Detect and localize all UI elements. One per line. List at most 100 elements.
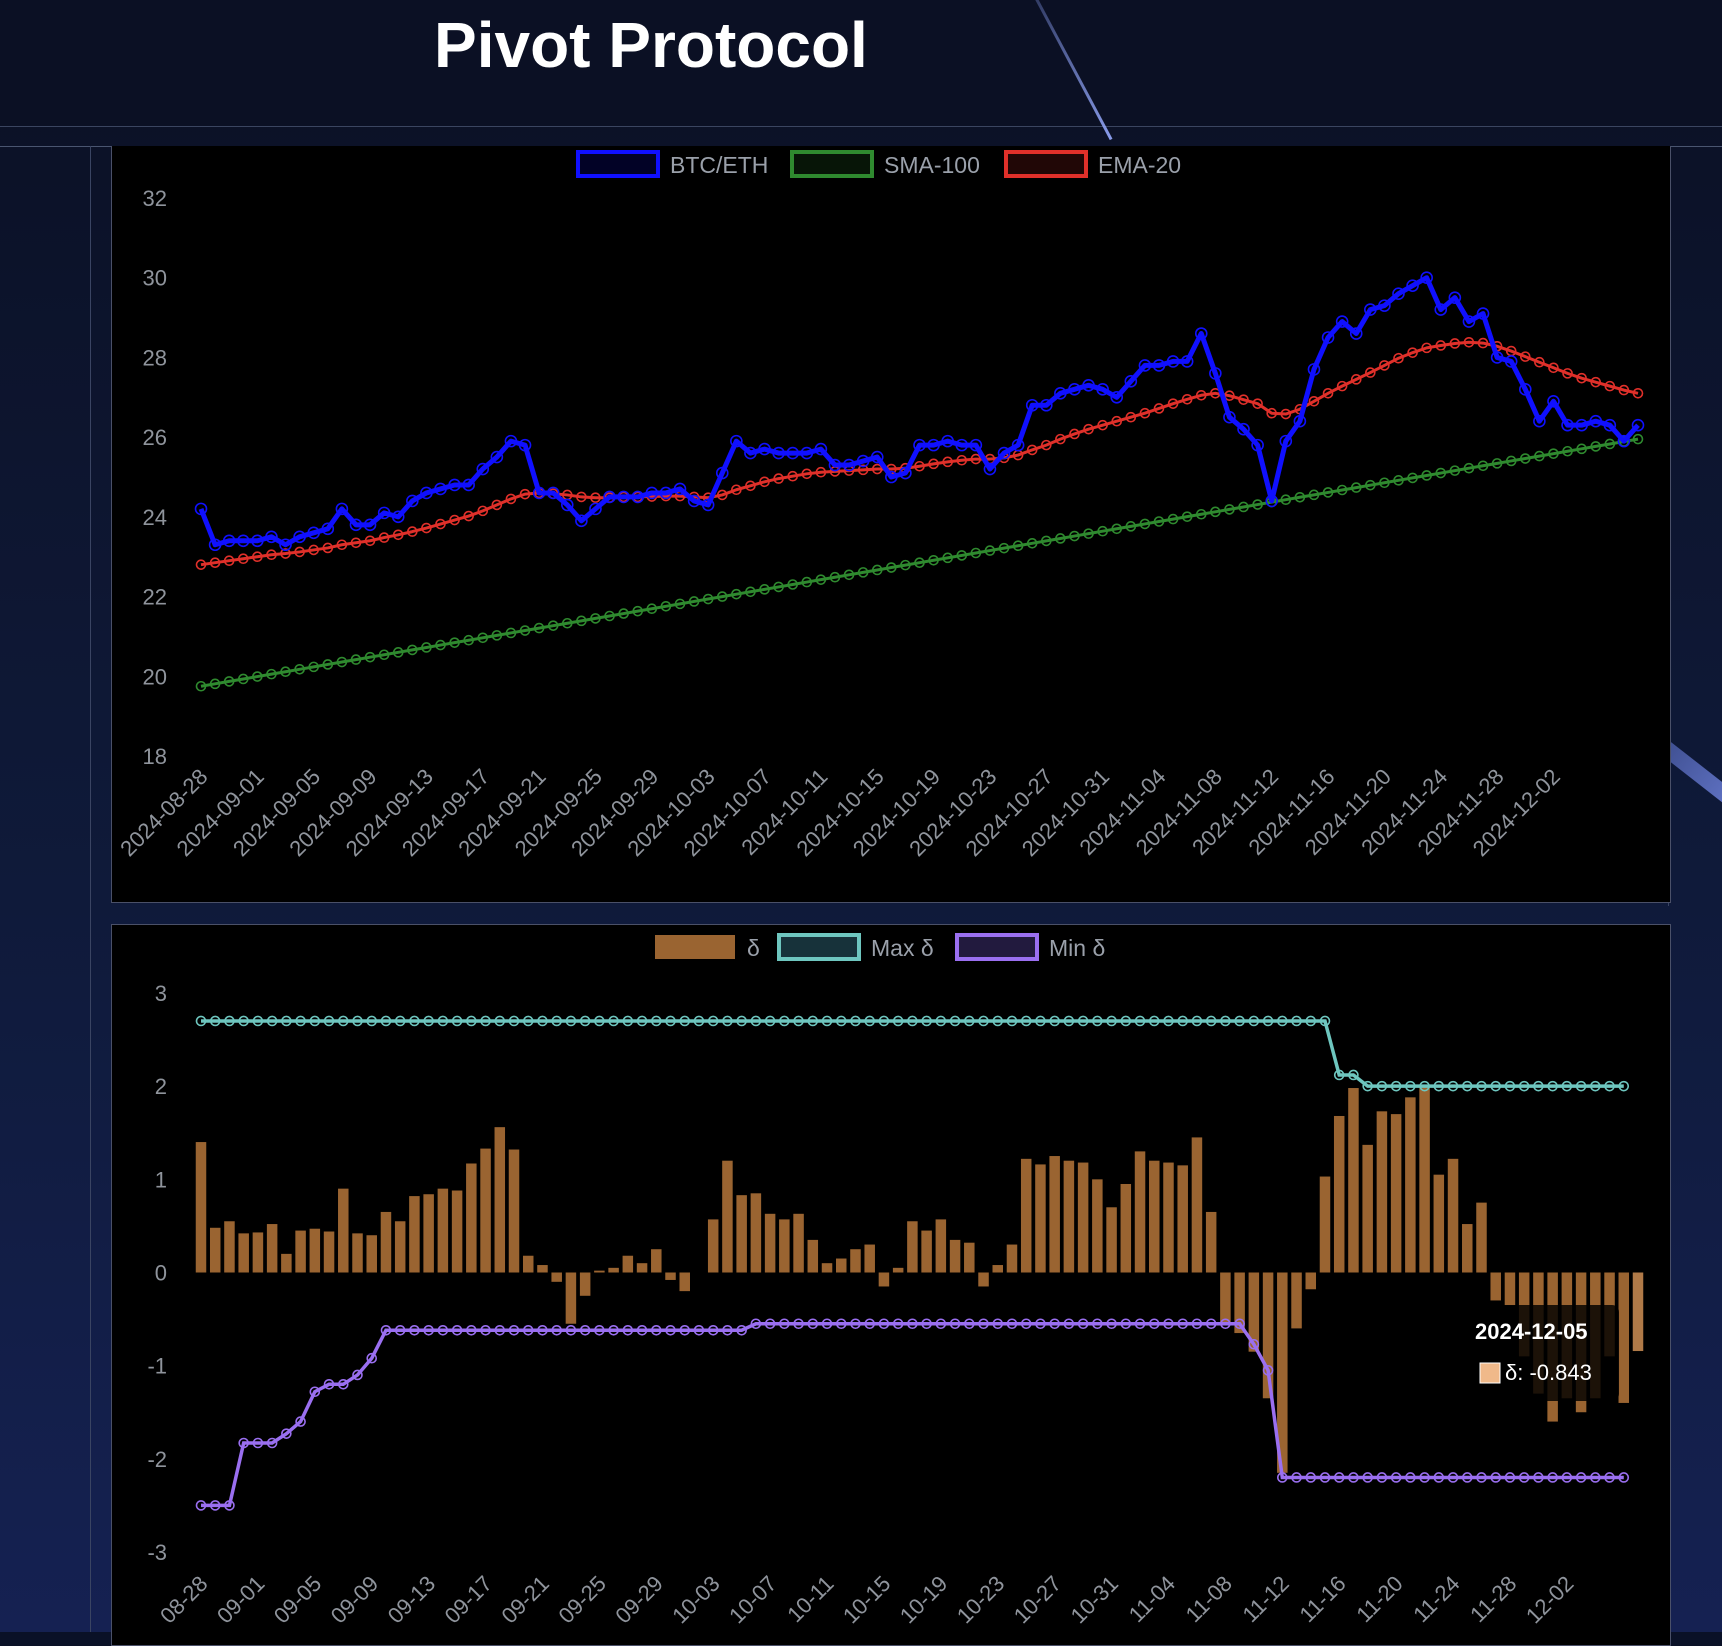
data-point[interactable] — [1362, 1080, 1373, 1092]
data-point[interactable] — [1448, 291, 1462, 304]
data-point[interactable] — [1576, 443, 1587, 455]
delta-bar[interactable] — [821, 1263, 833, 1273]
data-point[interactable] — [546, 486, 560, 500]
data-point[interactable] — [786, 446, 800, 460]
delta-bar[interactable] — [850, 1249, 861, 1273]
delta-bar[interactable] — [522, 1255, 534, 1273]
delta-bar[interactable] — [921, 1230, 932, 1273]
data-point[interactable] — [281, 1428, 292, 1439]
data-point[interactable] — [1097, 525, 1108, 537]
delta-bar[interactable] — [1376, 1111, 1388, 1273]
data-point[interactable] — [1476, 307, 1490, 320]
data-point[interactable] — [814, 442, 828, 456]
data-point[interactable] — [407, 644, 418, 656]
delta-bar[interactable] — [907, 1221, 918, 1273]
delta-bar[interactable] — [651, 1249, 662, 1273]
delta-bar[interactable] — [992, 1265, 1004, 1273]
data-point[interactable] — [1519, 453, 1531, 464]
delta-bar[interactable] — [1205, 1211, 1217, 1273]
data-point[interactable] — [1280, 494, 1292, 506]
data-point[interactable] — [222, 534, 236, 548]
data-point[interactable] — [1294, 491, 1306, 503]
data-point[interactable] — [435, 518, 446, 530]
data-point[interactable] — [491, 499, 503, 511]
data-point[interactable] — [1491, 458, 1503, 469]
data-point[interactable] — [1096, 383, 1109, 396]
data-point[interactable] — [1308, 395, 1320, 407]
delta-bar[interactable] — [423, 1194, 434, 1273]
data-point[interactable] — [892, 1015, 904, 1027]
data-point[interactable] — [984, 545, 996, 556]
data-point[interactable] — [907, 1318, 918, 1330]
data-point[interactable] — [451, 1324, 463, 1336]
delta-bar[interactable] — [835, 1258, 847, 1273]
data-point[interactable] — [978, 1015, 989, 1027]
data-point[interactable] — [266, 549, 277, 561]
delta-bar[interactable] — [579, 1272, 591, 1296]
delta-bar[interactable] — [679, 1272, 690, 1292]
data-point[interactable] — [1378, 299, 1391, 312]
data-point[interactable] — [352, 1369, 363, 1381]
data-point[interactable] — [1603, 418, 1617, 432]
data-point[interactable] — [1447, 1080, 1459, 1092]
delta-bar[interactable] — [1191, 1137, 1203, 1273]
data-point[interactable] — [561, 617, 573, 629]
data-point[interactable] — [1617, 434, 1631, 448]
data-point[interactable] — [336, 539, 348, 551]
delta-bar[interactable] — [1362, 1144, 1373, 1273]
data-point[interactable] — [715, 466, 729, 480]
delta-bar[interactable] — [1262, 1272, 1274, 1399]
data-point[interactable] — [1082, 379, 1095, 392]
data-point[interactable] — [236, 534, 250, 548]
data-point[interactable] — [265, 530, 278, 544]
data-point[interactable] — [1590, 1080, 1601, 1092]
delta-bar[interactable] — [466, 1163, 477, 1273]
delta-bar[interactable] — [636, 1263, 648, 1273]
data-point[interactable] — [941, 434, 954, 448]
data-point[interactable] — [195, 1500, 207, 1511]
data-point[interactable] — [437, 1324, 449, 1336]
data-point[interactable] — [576, 491, 587, 503]
data-point[interactable] — [1433, 1472, 1445, 1483]
data-point[interactable] — [914, 460, 925, 472]
data-point[interactable] — [1307, 363, 1321, 376]
data-point[interactable] — [294, 546, 305, 558]
data-point[interactable] — [969, 438, 983, 452]
data-point[interactable] — [914, 557, 925, 568]
data-point[interactable] — [579, 1324, 591, 1336]
data-point[interactable] — [224, 1015, 235, 1027]
data-point[interactable] — [1490, 351, 1504, 364]
data-point[interactable] — [1153, 516, 1165, 527]
data-point[interactable] — [1111, 415, 1123, 427]
delta-bar[interactable] — [295, 1230, 306, 1273]
data-point[interactable] — [1433, 1080, 1445, 1092]
delta-bar[interactable] — [807, 1239, 819, 1273]
delta-bar[interactable] — [1092, 1179, 1103, 1273]
data-point[interactable] — [1177, 1015, 1189, 1027]
data-point[interactable] — [1180, 355, 1194, 368]
data-point[interactable] — [1280, 408, 1292, 420]
data-point[interactable] — [1336, 484, 1348, 496]
data-point[interactable] — [1421, 470, 1432, 481]
data-point[interactable] — [1631, 418, 1645, 432]
data-point[interactable] — [195, 1015, 207, 1027]
data-point[interactable] — [378, 532, 390, 543]
data-point[interactable] — [645, 486, 659, 500]
data-point[interactable] — [1449, 338, 1461, 349]
data-point[interactable] — [1012, 540, 1024, 552]
data-point[interactable] — [963, 1015, 975, 1027]
data-point[interactable] — [631, 490, 645, 504]
data-point[interactable] — [693, 1015, 705, 1027]
data-point[interactable] — [1148, 1015, 1160, 1027]
data-point[interactable] — [1419, 1472, 1430, 1483]
data-point[interactable] — [363, 518, 377, 532]
data-point[interactable] — [266, 1015, 278, 1027]
data-point[interactable] — [462, 478, 475, 492]
delta-bar[interactable] — [409, 1196, 420, 1273]
data-point[interactable] — [308, 544, 320, 556]
data-point[interactable] — [665, 1324, 676, 1336]
data-point[interactable] — [336, 656, 348, 668]
data-point[interactable] — [423, 1324, 434, 1336]
delta-bar[interactable] — [892, 1267, 904, 1273]
data-point[interactable] — [864, 1015, 876, 1027]
